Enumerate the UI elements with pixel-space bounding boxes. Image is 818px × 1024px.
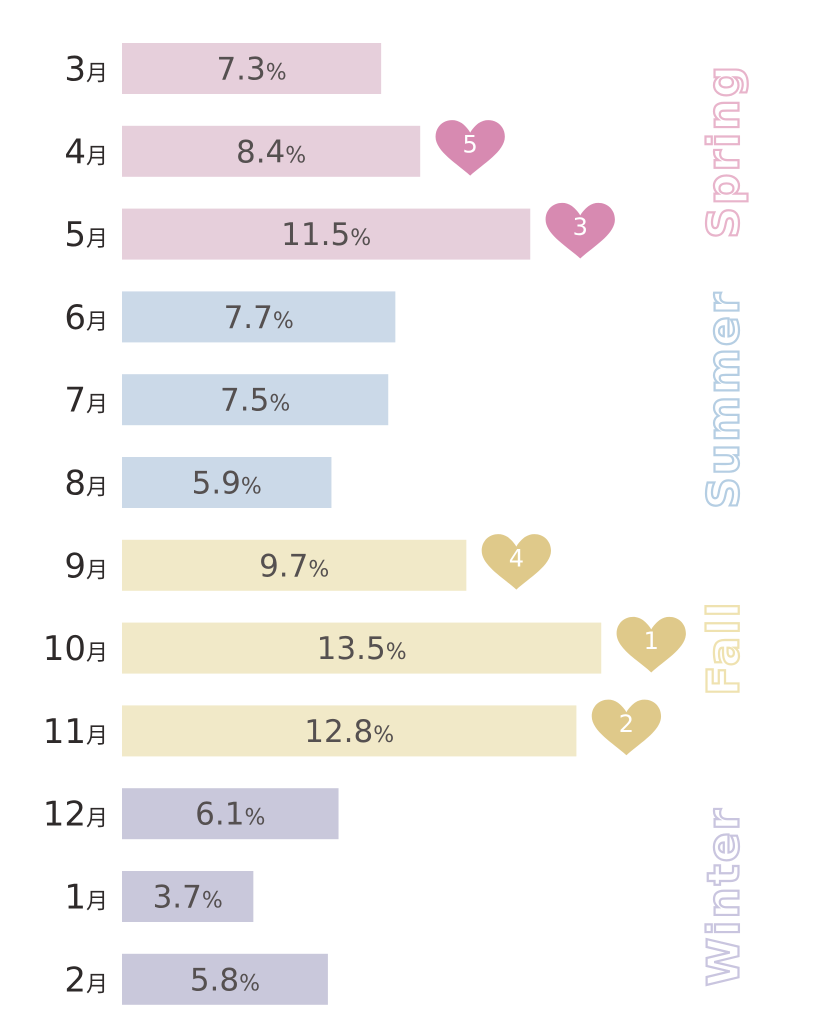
data-label-unit: %	[266, 61, 287, 86]
month-number: 2	[64, 960, 86, 1000]
month-label: 10月	[43, 629, 108, 669]
month-number: 1	[64, 878, 86, 918]
month-suffix: 月	[86, 890, 108, 915]
data-label: 5.9%	[192, 466, 262, 502]
month-label: 4月	[64, 132, 108, 172]
bar	[122, 622, 602, 674]
data-label-value: 3.7	[153, 880, 202, 916]
month-number: 8	[64, 464, 86, 504]
bar	[122, 208, 531, 260]
data-label-unit: %	[269, 392, 290, 417]
data-label-unit: %	[373, 723, 394, 748]
ranking-number: 3	[573, 213, 588, 241]
month-suffix: 月	[86, 558, 108, 583]
month-suffix: 月	[86, 393, 108, 418]
bar	[122, 291, 396, 343]
month-number: 11	[43, 712, 86, 752]
bar	[122, 953, 328, 1005]
month-number: 5	[64, 215, 86, 255]
data-label-unit: %	[239, 971, 260, 996]
data-label-value: 5.8	[190, 962, 239, 998]
month-suffix: 月	[86, 62, 108, 87]
month-label: 5月	[64, 215, 108, 255]
data-label: 3.7%	[153, 880, 223, 916]
month-suffix: 月	[86, 807, 108, 832]
ranking-number: 4	[509, 544, 524, 572]
season-label: Winter	[699, 807, 750, 987]
month-number: 7	[64, 381, 86, 421]
bar	[122, 705, 577, 757]
ranking-number: 2	[619, 710, 634, 738]
bar	[122, 788, 339, 840]
month-number: 4	[64, 132, 86, 172]
data-label-unit: %	[386, 640, 407, 665]
month-label: 8月	[64, 464, 108, 504]
data-label-value: 5.9	[192, 466, 241, 502]
data-label-unit: %	[244, 806, 265, 831]
month-label: 7月	[64, 381, 108, 421]
month-number: 3	[64, 50, 86, 90]
data-label-value: 11.5	[281, 217, 350, 253]
data-label: 12.8%	[304, 714, 394, 750]
month-suffix: 月	[86, 310, 108, 335]
bar	[122, 374, 389, 426]
ranking-heart-icon	[435, 120, 505, 176]
ranking-heart-icon	[616, 616, 686, 673]
month-suffix: 月	[86, 144, 108, 169]
data-label: 7.5%	[220, 383, 290, 419]
season-label: Fall	[699, 600, 750, 695]
data-label-unit: %	[273, 309, 294, 334]
month-number: 6	[64, 298, 86, 338]
month-number: 10	[43, 629, 86, 669]
data-label-unit: %	[308, 557, 329, 582]
data-label: 6.1%	[195, 797, 265, 833]
ranking-number: 5	[463, 130, 478, 158]
month-suffix: 月	[86, 641, 108, 666]
data-label-value: 9.7	[259, 548, 308, 584]
month-label: 9月	[64, 546, 108, 586]
month-suffix: 月	[86, 724, 108, 749]
data-label: 13.5%	[317, 631, 407, 667]
bar	[122, 125, 421, 177]
data-label: 5.8%	[190, 962, 260, 998]
data-label: 9.7%	[259, 548, 329, 584]
data-label-unit: %	[350, 226, 371, 251]
data-label-value: 12.8	[304, 714, 373, 750]
month-suffix: 月	[86, 227, 108, 252]
data-label-unit: %	[285, 143, 306, 168]
month-number: 9	[64, 546, 86, 586]
month-label: 11月	[43, 712, 108, 752]
bar	[122, 539, 467, 591]
data-label-value: 7.7	[224, 300, 273, 336]
data-label-unit: %	[241, 475, 262, 500]
data-label-value: 8.4	[236, 134, 285, 170]
season-label: Spring	[699, 64, 750, 239]
ranking-heart-icon	[591, 699, 662, 756]
bar	[122, 871, 254, 922]
month-suffix: 月	[86, 972, 108, 997]
ranking-heart-icon	[481, 534, 551, 590]
month-label: 6月	[64, 298, 108, 338]
data-label-value: 7.5	[220, 383, 269, 419]
data-label-value: 7.3	[216, 52, 265, 88]
season-label: Summer	[699, 291, 750, 509]
month-label: 3月	[64, 50, 108, 90]
ranking-number: 1	[644, 627, 659, 655]
ranking-heart-icon	[545, 202, 615, 259]
month-label: 2月	[64, 960, 108, 1000]
data-label: 8.4%	[236, 134, 306, 170]
month-suffix: 月	[86, 476, 108, 501]
month-label: 1月	[64, 878, 108, 918]
data-label-unit: %	[202, 889, 223, 914]
data-label: 11.5%	[281, 217, 371, 253]
data-label-value: 13.5	[317, 631, 386, 667]
month-number: 12	[43, 795, 86, 835]
data-label: 7.7%	[224, 300, 294, 336]
data-label: 7.3%	[216, 52, 286, 88]
month-label: 12月	[43, 795, 108, 835]
bar	[122, 43, 382, 94]
bar	[122, 457, 332, 508]
data-label-value: 6.1	[195, 797, 244, 833]
